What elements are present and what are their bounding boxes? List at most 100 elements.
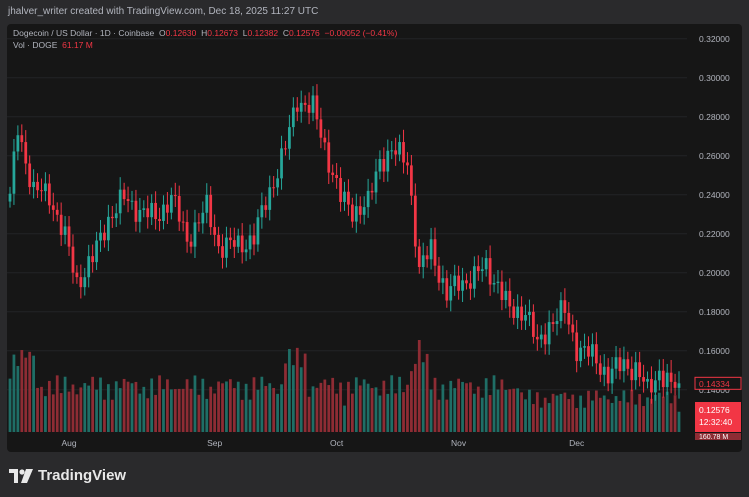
price-badge-top (694, 376, 742, 390)
x-tick-label: Sep (207, 438, 222, 448)
volume-bar (524, 399, 527, 432)
volume-bar (343, 405, 346, 432)
candle-body (512, 306, 516, 318)
candle-body (465, 280, 468, 284)
candle-body (520, 306, 523, 321)
volume-bar (575, 407, 579, 432)
candle-body (20, 135, 24, 143)
volume-bar (429, 389, 433, 432)
chart-panel[interactable]: 0.140000.160000.180000.200000.220000.240… (7, 24, 742, 452)
x-tick-label: Dec (569, 438, 585, 448)
candle-body (228, 237, 232, 241)
candle-body (256, 217, 260, 245)
y-tick-label: 0.18000 (699, 307, 730, 317)
candle-body (288, 127, 291, 149)
volume-bar (398, 376, 401, 432)
volume-bar (99, 377, 102, 432)
candle-body (547, 322, 551, 345)
candle-body (657, 370, 661, 381)
candle-body (449, 286, 453, 301)
last-price-badge (695, 402, 741, 432)
candle-body (461, 280, 464, 291)
volume-bar (591, 400, 594, 432)
candle-body (63, 226, 67, 235)
volume-bar (83, 383, 87, 432)
volume-bar (528, 389, 531, 432)
candle-body (185, 222, 189, 242)
volume-bar (594, 390, 598, 432)
candle-body (480, 269, 484, 272)
volume-bar (201, 378, 205, 432)
volume-bar (642, 406, 645, 432)
volume-bar (339, 382, 342, 432)
candle-body (284, 148, 287, 150)
candle-body (323, 137, 327, 143)
candle-body (453, 275, 457, 287)
candle-body (8, 193, 12, 202)
volume-bar (71, 384, 75, 432)
candle-body (532, 311, 535, 337)
candle-body (492, 282, 496, 285)
candle-body (394, 150, 398, 155)
volume-bar (189, 388, 193, 432)
tradingview-logo-icon (9, 468, 33, 483)
candle-body (83, 277, 87, 288)
volume-bar (315, 387, 319, 432)
candle-body (99, 232, 102, 241)
volume-bar (307, 396, 311, 432)
candle-body (193, 222, 197, 247)
volume-bar (276, 393, 279, 432)
ohlc-legend: Dogecoin / US Dollar · 1D · Coinbase O0.… (13, 28, 397, 38)
candle-body (347, 191, 350, 205)
volume-bar (661, 396, 665, 432)
volume-bar (543, 397, 547, 432)
volume-bar (618, 400, 622, 432)
candle-body (217, 234, 220, 247)
candle-body (406, 162, 409, 166)
candle-body (618, 357, 622, 372)
candle-body (335, 175, 339, 179)
volume-bar (248, 399, 252, 432)
volume-bar (142, 386, 146, 432)
volume-bar (51, 394, 55, 432)
volume-bar (610, 402, 614, 432)
candle-body (677, 383, 681, 388)
candle-body (107, 216, 110, 241)
volume-bar (461, 381, 464, 432)
volume-bar (606, 399, 610, 432)
candle-body (598, 363, 602, 375)
volume-value: 61.17 M (62, 40, 93, 50)
candle-body (331, 172, 335, 176)
candle-body (594, 344, 598, 364)
tradingview-logo[interactable]: TradingView (9, 467, 126, 484)
candle-body (79, 277, 83, 288)
volume-bar (323, 379, 327, 432)
volume-bar (67, 391, 71, 432)
candlestick-chart[interactable]: 0.140000.160000.180000.200000.220000.240… (7, 24, 742, 452)
candle-body (213, 227, 217, 235)
volume-bar (91, 376, 95, 432)
volume-bar (40, 386, 43, 432)
volume-bar (28, 351, 32, 432)
header-bar: jhalver_writer created with TradingView.… (0, 0, 749, 24)
volume-bar (299, 367, 303, 432)
candle-body (205, 194, 209, 213)
candle-body (634, 362, 638, 381)
volume-bar (535, 392, 539, 432)
candle-body (126, 199, 130, 201)
volume-bar (63, 376, 67, 432)
attribution-text: jhalver_writer created with TradingView.… (8, 6, 319, 17)
volume-bar (417, 340, 421, 432)
volume-bar (488, 395, 492, 432)
candle-body (95, 240, 98, 263)
candle-body (500, 281, 504, 301)
volume-bar (378, 395, 382, 432)
candle-body (240, 235, 244, 253)
y-tick-label: 0.30000 (699, 73, 730, 83)
volume-bar (252, 377, 256, 432)
volume-bar (126, 381, 130, 432)
candle-body (421, 255, 425, 268)
candle-body (508, 290, 512, 307)
volume-bar (472, 393, 476, 432)
x-tick-label: Nov (451, 438, 467, 448)
